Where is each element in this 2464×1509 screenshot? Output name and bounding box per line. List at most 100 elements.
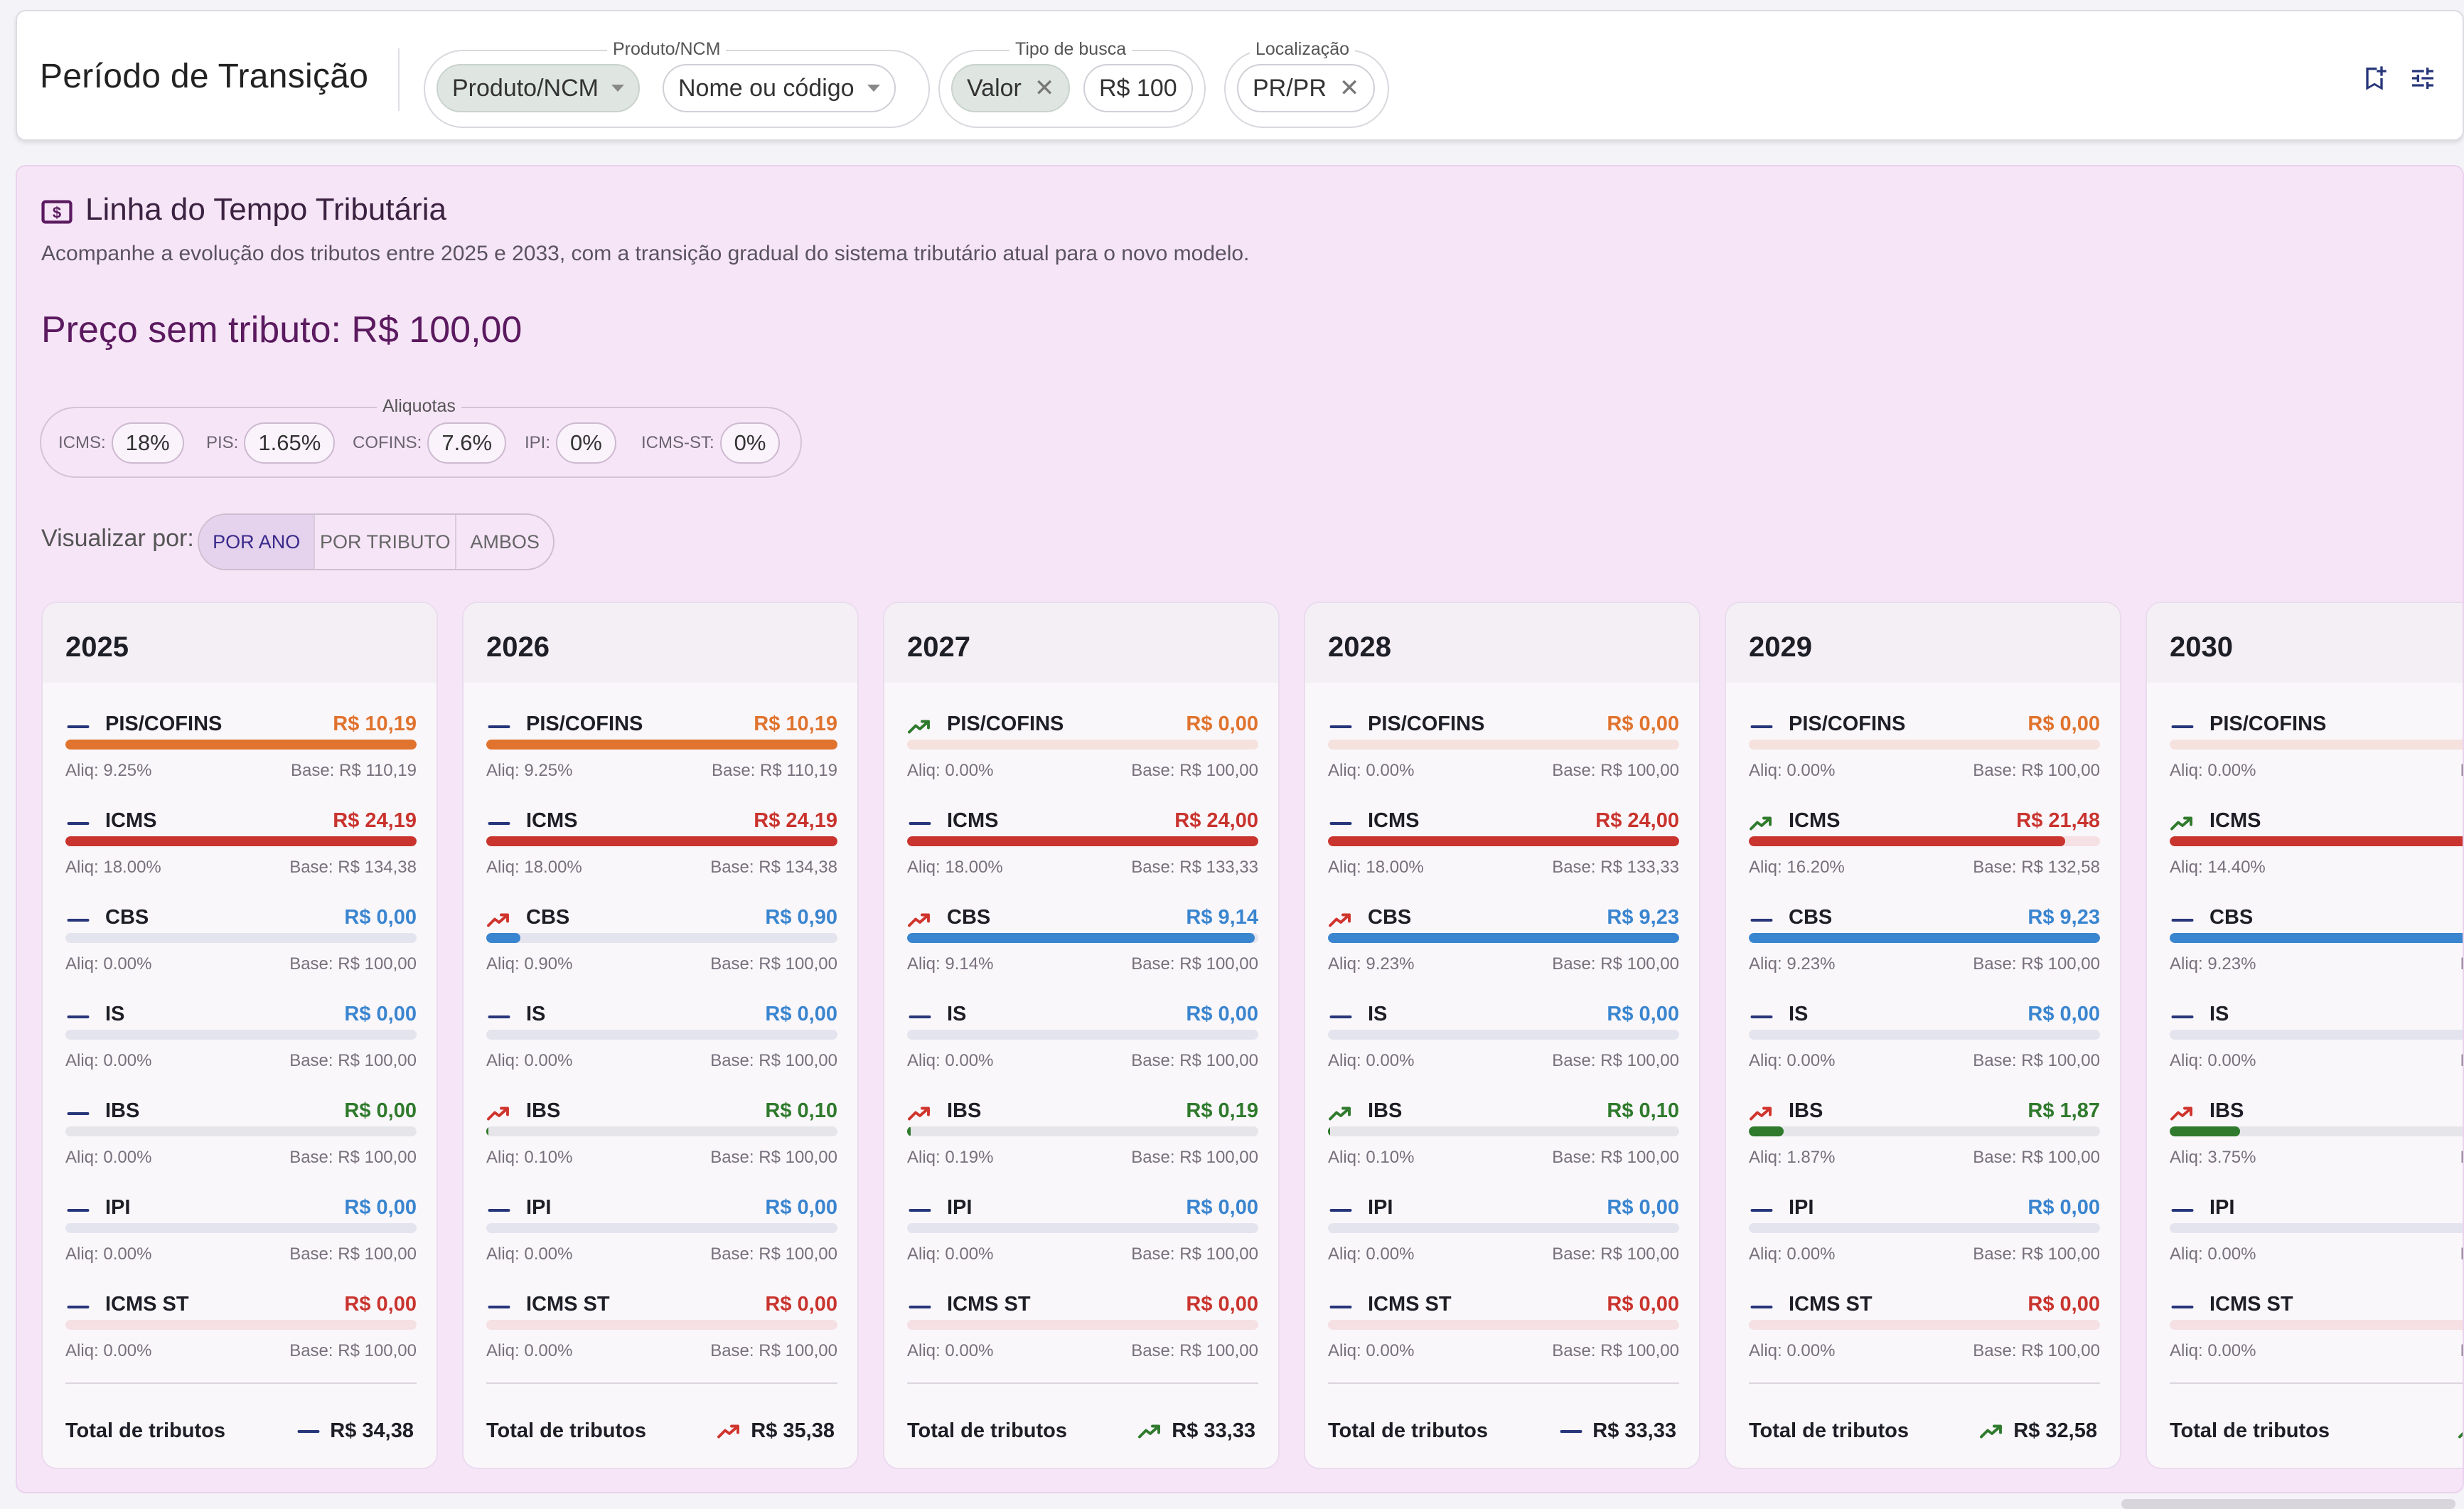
tax-name: PIS/COFINS bbox=[526, 713, 643, 735]
trending-flat-icon bbox=[486, 815, 512, 832]
tax-row-cbs: CBS R$ 9,14 Aliq: 9.14% Base: R$ 100,00 bbox=[907, 903, 1258, 1000]
close-icon[interactable]: ✕ bbox=[1339, 75, 1360, 102]
busca-type-label: Valor bbox=[967, 74, 1022, 102]
tax-aliquota: Aliq: 0.00% bbox=[2170, 1051, 2256, 1070]
view-por-tributo-button[interactable]: POR TRIBUTO bbox=[315, 515, 457, 569]
tax-progress-track bbox=[2170, 1223, 2463, 1233]
trending-up-icon bbox=[2170, 1105, 2195, 1122]
localizacao-chip[interactable]: PR/PR ✕ bbox=[1237, 64, 1376, 112]
tax-progress-track bbox=[486, 1030, 837, 1040]
tax-name: IS bbox=[2209, 1003, 2229, 1025]
trending-flat-icon bbox=[1328, 1299, 1354, 1316]
tax-aliquota: Aliq: 0.00% bbox=[1749, 761, 1836, 780]
tax-value: R$ 0,00 bbox=[1607, 713, 1679, 735]
tax-base: Base: R$ 134,38 bbox=[289, 858, 417, 877]
produto-type-label: Produto/NCM bbox=[452, 74, 599, 102]
tax-aliquota: Aliq: 0.00% bbox=[907, 1341, 994, 1360]
tax-name: ICMS ST bbox=[947, 1293, 1031, 1316]
tax-name: ICMS ST bbox=[526, 1293, 610, 1316]
trending-flat-icon bbox=[296, 1423, 330, 1440]
tax-name: IBS bbox=[526, 1099, 561, 1122]
tax-row-icms-st: ICMS ST R$ 0,00 Aliq: 0.00% Base: R$ 100,00 bbox=[1749, 1290, 2100, 1387]
close-icon[interactable]: ✕ bbox=[1034, 75, 1055, 102]
trending-flat-icon bbox=[1749, 1008, 1774, 1025]
tax-value: R$ 0,00 bbox=[1186, 713, 1258, 735]
tax-name: IS bbox=[1789, 1003, 1809, 1025]
tax-base: Base: R$ 100,00 bbox=[1973, 1244, 2100, 1264]
tax-aliquota: Aliq: 18.00% bbox=[65, 858, 161, 877]
tax-progress-track bbox=[907, 1126, 1258, 1136]
tax-value: R$ 0,00 bbox=[765, 1003, 837, 1025]
tune-icon[interactable] bbox=[2409, 64, 2437, 92]
tax-progress-track bbox=[1749, 933, 2100, 943]
tax-value: R$ 0,00 bbox=[1186, 1196, 1258, 1219]
year-card-2027: 2027 PIS/COFINS R$ 0,00 Aliq: 0.00% Base: R$… bbox=[883, 602, 1280, 1469]
tax-row-ibs: IBS R$ 0,10 Aliq: 0.10% Base: R$ 100,00 bbox=[1328, 1097, 1679, 1193]
tax-value: R$ 24,00 bbox=[1174, 809, 1258, 832]
year-cards-scroller[interactable]: 2025 PIS/COFINS R$ 10,19 Aliq: 9.25% Base: R… bbox=[41, 602, 2463, 1491]
tax-progress-track bbox=[1328, 836, 1679, 846]
chevron-down-icon bbox=[611, 85, 624, 92]
tax-progress-track bbox=[65, 1320, 417, 1330]
year-label: 2030 bbox=[2170, 631, 2233, 663]
tax-value: R$ 0,00 bbox=[2028, 713, 2100, 735]
aliquota-value[interactable]: 0% bbox=[556, 422, 616, 464]
tax-name: ICMS bbox=[1789, 809, 1841, 832]
tax-progress-track bbox=[907, 933, 1258, 943]
tax-progress-fill bbox=[907, 1126, 911, 1136]
tax-aliquota: Aliq: 0.00% bbox=[1328, 1341, 1415, 1360]
aliquota-value[interactable]: 18% bbox=[111, 422, 184, 464]
tax-base: Base: R$ 100,00 bbox=[1973, 954, 2100, 974]
produto-type-select[interactable]: Produto/NCM bbox=[436, 64, 640, 112]
tax-row-icms: ICMS R$ 24,19 Aliq: 18.00% Base: R$ 134,38 bbox=[486, 806, 837, 903]
tax-value: R$ 0,00 bbox=[765, 1196, 837, 1219]
produto-search-select[interactable]: Nome ou código bbox=[663, 64, 896, 112]
view-ambos-button[interactable]: AMBOS bbox=[470, 530, 540, 553]
tax-aliquota: Aliq: 9.23% bbox=[1328, 954, 1415, 974]
tax-base: Base: R$ 100,00 bbox=[1973, 1051, 2100, 1070]
tax-row-is: IS R$ 0,00 Aliq: 0.00% Base: R$ 100,00 bbox=[1328, 1000, 1679, 1097]
divider bbox=[2170, 1382, 2463, 1384]
horizontal-scrollbar[interactable] bbox=[2121, 1499, 2455, 1509]
trending-flat-icon bbox=[65, 718, 91, 735]
tax-row-is: IS R$ 0,00 Aliq: 0.00% Base: R$ 100,00 bbox=[907, 1000, 1258, 1097]
busca-value-chip[interactable]: R$ 100 bbox=[1083, 64, 1193, 112]
tax-base: Base: R$ 100,00 bbox=[289, 1244, 417, 1264]
tax-value: R$ 0,00 bbox=[765, 1293, 837, 1316]
aliquota-value[interactable]: 0% bbox=[719, 422, 781, 464]
tax-progress-track bbox=[486, 933, 837, 943]
trending-flat-icon bbox=[1328, 718, 1354, 735]
localizacao-filter-group: Localização PR/PR ✕ bbox=[1224, 39, 1389, 128]
total-label: Total de tributos bbox=[907, 1419, 1068, 1442]
tax-name: PIS/COFINS bbox=[2209, 713, 2327, 735]
tax-value: R$ 0,00 bbox=[1186, 1293, 1258, 1316]
tax-value: R$ 24,19 bbox=[333, 809, 417, 832]
tax-base: Base: R$ 110,19 bbox=[711, 761, 837, 780]
year-card-header: 2026 bbox=[464, 603, 857, 683]
tax-row-is: IS R$ 0,00 Aliq: 0.00% Base: R$ 100,00 bbox=[65, 1000, 417, 1097]
tax-aliquota: Aliq: 0.00% bbox=[65, 1148, 152, 1167]
tax-name: CBS bbox=[2209, 906, 2254, 929]
tax-name: PIS/COFINS bbox=[105, 713, 223, 735]
aliquota-value[interactable]: 7.6% bbox=[427, 422, 507, 464]
tax-aliquota: Aliq: 9.14% bbox=[907, 954, 994, 974]
tax-name: ICMS bbox=[947, 809, 999, 832]
tax-value: R$ 0,00 bbox=[1607, 1293, 1679, 1316]
trending-flat-icon bbox=[1749, 912, 1774, 929]
bookmark-add-icon[interactable] bbox=[2360, 64, 2389, 92]
tax-name: ICMS bbox=[1368, 809, 1420, 832]
tax-progress-track bbox=[907, 1223, 1258, 1233]
tax-progress-track bbox=[1749, 1030, 2100, 1040]
tax-progress-track bbox=[907, 740, 1258, 750]
view-por-ano-button[interactable]: POR ANO bbox=[199, 515, 316, 569]
trending-flat-icon bbox=[907, 1202, 933, 1219]
tax-name: IPI bbox=[105, 1196, 131, 1219]
tax-name: CBS bbox=[105, 906, 149, 929]
tax-progress-track bbox=[486, 1126, 837, 1136]
trending-flat-icon bbox=[1749, 1299, 1774, 1316]
busca-type-chip[interactable]: Valor ✕ bbox=[951, 64, 1071, 112]
tax-name: ICMS ST bbox=[1789, 1293, 1873, 1316]
aliquota-value[interactable]: 1.65% bbox=[244, 422, 336, 464]
tax-aliquota: Aliq: 0.00% bbox=[907, 761, 994, 780]
localizacao-label: PR/PR bbox=[1253, 74, 1327, 102]
